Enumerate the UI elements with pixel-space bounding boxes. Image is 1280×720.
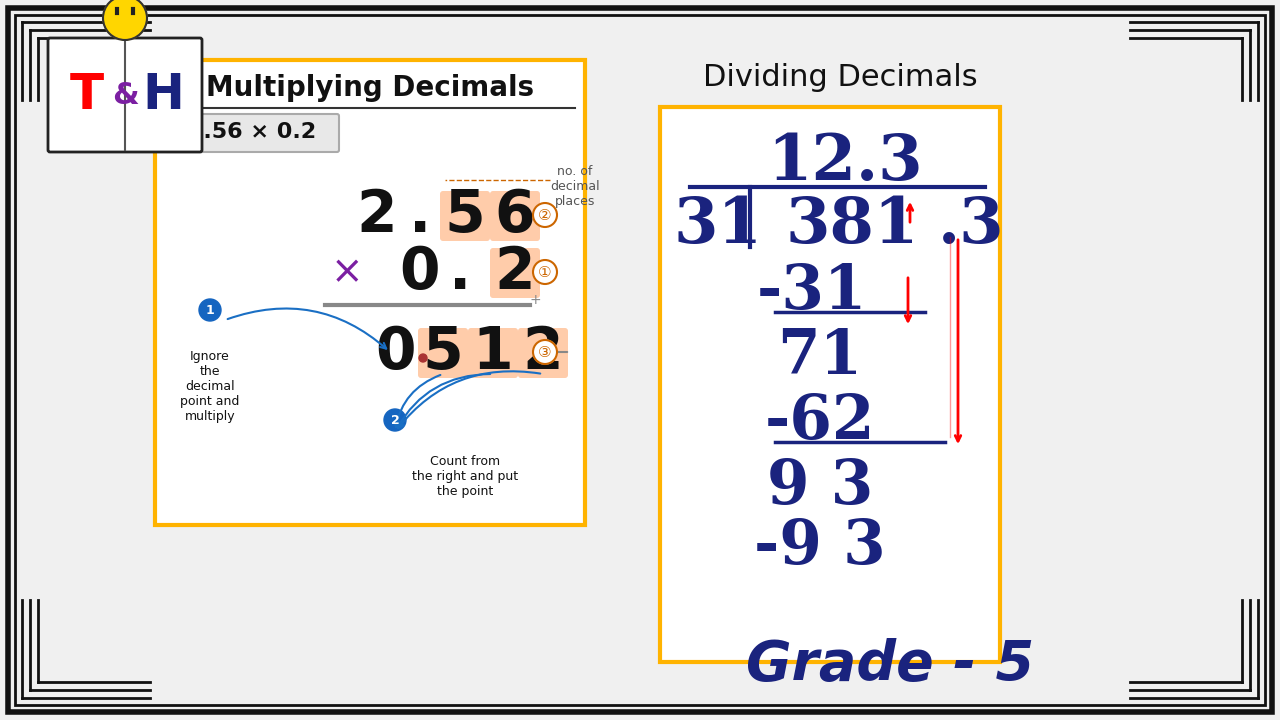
Text: H: H [142,71,184,119]
Text: 2: 2 [522,323,563,380]
Text: .3: .3 [938,194,1005,256]
Text: Count from
the right and put
the point: Count from the right and put the point [412,455,518,498]
Text: -62: -62 [764,392,876,452]
Text: Multiplying Decimals: Multiplying Decimals [206,74,534,102]
Text: 31: 31 [673,194,763,256]
Text: ③: ③ [538,344,552,359]
Text: 71: 71 [777,327,863,387]
FancyBboxPatch shape [165,114,339,152]
FancyBboxPatch shape [518,328,568,378]
Text: ①: ① [538,264,552,279]
Text: -9 3: -9 3 [754,517,886,577]
Text: Ignore
the
decimal
point and
multiply: Ignore the decimal point and multiply [180,350,239,423]
FancyBboxPatch shape [440,191,490,241]
Text: no. of
decimal
places: no. of decimal places [550,165,600,208]
Text: 5: 5 [444,186,485,243]
Text: ②: ② [538,207,552,222]
Text: 12.3: 12.3 [767,132,923,192]
Circle shape [419,354,428,362]
Text: Grade - 5: Grade - 5 [746,638,1034,692]
Circle shape [384,409,406,431]
Text: 381: 381 [786,194,919,256]
Circle shape [102,0,147,40]
FancyBboxPatch shape [490,191,540,241]
Text: 6: 6 [494,186,535,243]
Text: 1: 1 [472,323,513,380]
FancyBboxPatch shape [468,328,518,378]
Text: .: . [449,243,471,300]
Text: 0: 0 [375,323,415,380]
Text: .: . [408,186,431,243]
Text: T: T [70,71,104,119]
Circle shape [198,299,221,321]
Text: ×: × [330,253,364,291]
Text: 2: 2 [357,186,397,243]
Text: 1: 1 [206,304,214,317]
Text: 9 3: 9 3 [767,457,873,517]
FancyBboxPatch shape [419,328,468,378]
Text: 5: 5 [422,323,463,380]
Text: 0: 0 [399,243,440,300]
Text: Dividing Decimals: Dividing Decimals [703,63,978,91]
Circle shape [532,203,557,227]
Text: 2: 2 [494,243,535,300]
Text: 2.56 × 0.2: 2.56 × 0.2 [188,122,316,142]
Text: +: + [529,293,541,307]
Circle shape [532,260,557,284]
FancyBboxPatch shape [155,60,585,525]
FancyBboxPatch shape [49,38,202,152]
Text: -31: -31 [756,262,867,322]
Circle shape [532,340,557,364]
FancyBboxPatch shape [490,248,540,298]
Text: 2: 2 [390,413,399,426]
Text: &: & [111,81,138,109]
FancyBboxPatch shape [660,107,1000,662]
